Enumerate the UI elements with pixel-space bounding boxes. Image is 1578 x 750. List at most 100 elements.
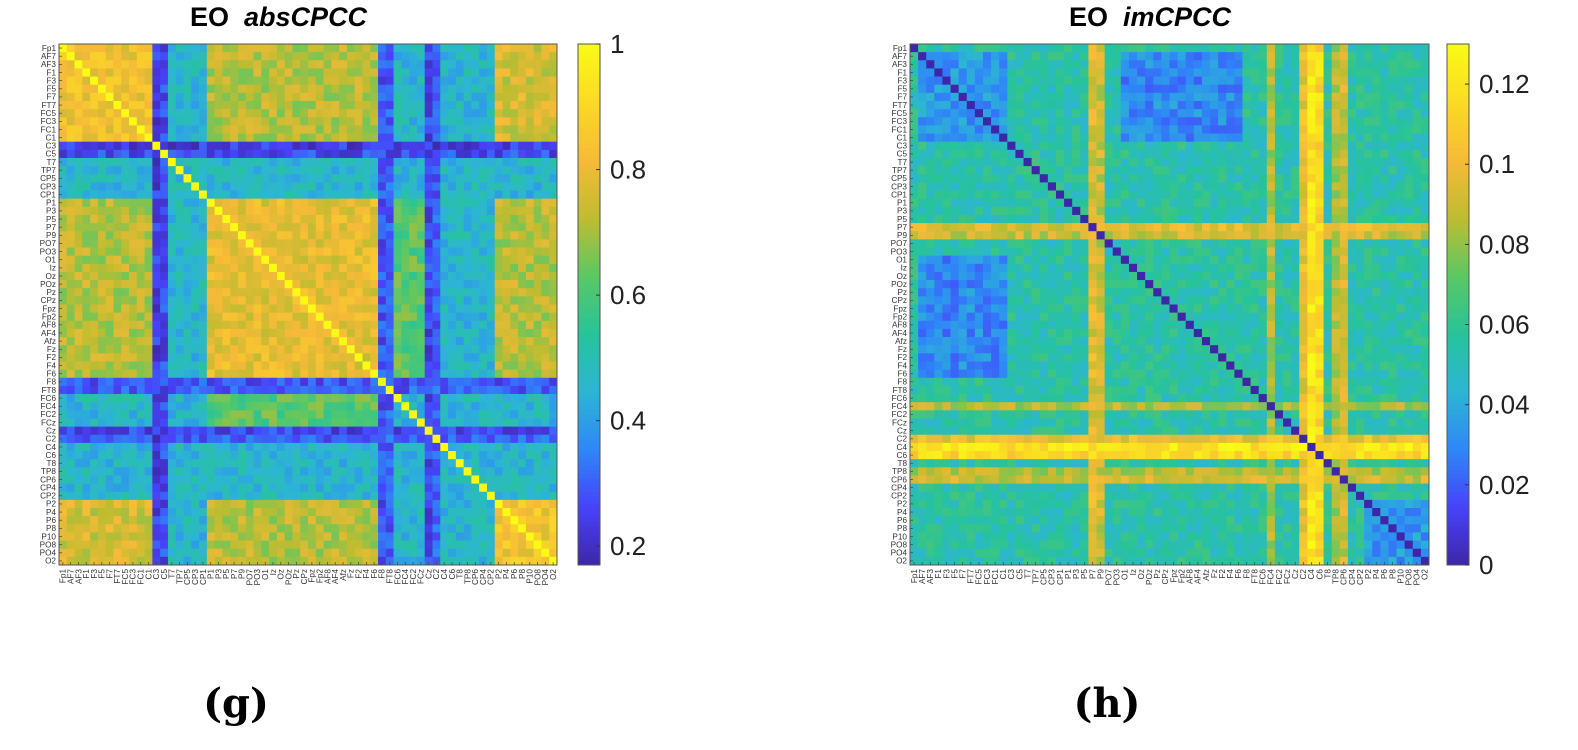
heatmap-cell	[518, 117, 527, 126]
heatmap-cell	[432, 410, 441, 419]
heatmap-cell	[129, 190, 138, 200]
heatmap-cell	[1064, 68, 1073, 77]
heatmap-cell	[518, 288, 527, 297]
heatmap-cell	[494, 499, 503, 509]
heatmap-cell	[183, 149, 192, 159]
y-tick-label: P8	[46, 524, 56, 533]
heatmap-cell	[167, 263, 177, 273]
heatmap-cell	[292, 141, 301, 151]
heatmap-cell	[175, 337, 184, 346]
heatmap-cell	[74, 548, 83, 558]
heatmap-cell	[549, 524, 558, 533]
heatmap-cell	[1169, 68, 1178, 77]
heatmap-cell	[222, 100, 231, 110]
heatmap-cell	[486, 337, 496, 346]
heatmap-cell	[339, 223, 348, 232]
colorbar-segment	[578, 534, 600, 540]
heatmap-cell	[97, 52, 107, 61]
heatmap-cell	[354, 100, 363, 110]
y-tick-labels: Fp1AF7AF3F1F3F5F7FT7FC5FC3FC1C1C3C5T7TP7…	[40, 44, 62, 566]
heatmap-cell	[315, 141, 324, 151]
heatmap-cell	[494, 548, 503, 558]
heatmap-cell	[129, 328, 138, 338]
heatmap-cell	[66, 394, 75, 403]
heatmap-cell	[90, 394, 99, 403]
x-tick-label: AF8	[323, 569, 332, 584]
colorbar-segment	[578, 421, 600, 427]
heatmap-cell	[59, 263, 68, 273]
heatmap-cell	[362, 491, 371, 501]
heatmap-cell	[448, 271, 457, 281]
heatmap-cell	[479, 206, 488, 216]
x-tick-labels: Fp1AF7AF3F1F3F5F7FT7FC5FC3FC1C1C3C5T7TP7…	[59, 562, 558, 585]
heatmap-cell	[276, 109, 286, 118]
heatmap-cell	[175, 288, 184, 297]
heatmap-cell	[191, 320, 200, 330]
heatmap-cell	[160, 451, 169, 460]
heatmap-cell	[918, 44, 927, 53]
heatmap-cell	[525, 508, 535, 517]
heatmap-cell	[1120, 84, 1130, 94]
heatmap-cell	[525, 320, 535, 330]
heatmap-cell	[300, 206, 309, 216]
heatmap-cell	[463, 100, 472, 110]
heatmap-cell	[269, 198, 278, 208]
heatmap-cell	[253, 100, 262, 110]
heatmap-cell	[494, 434, 503, 444]
heatmap-cell	[393, 402, 402, 411]
heatmap-cell	[455, 44, 464, 53]
heatmap-cell	[479, 190, 488, 200]
heatmap-cell	[230, 44, 239, 53]
heatmap-cell	[183, 141, 192, 151]
heatmap-cell	[323, 369, 332, 379]
heatmap-cell	[82, 320, 91, 330]
heatmap-cell	[409, 442, 418, 452]
heatmap-cell	[409, 174, 418, 183]
heatmap-cell	[222, 68, 231, 77]
heatmap-cell	[1380, 52, 1389, 61]
heatmap-cell	[518, 524, 527, 533]
heatmap-cell	[74, 524, 83, 533]
heatmap-cell	[308, 117, 317, 126]
heatmap-cell	[934, 100, 943, 110]
heatmap-cell	[510, 377, 519, 387]
heatmap-cell	[129, 76, 138, 86]
heatmap-cell	[97, 491, 107, 501]
heatmap-cell	[144, 149, 153, 159]
heatmap-cell	[323, 52, 332, 61]
heatmap-cell	[300, 174, 309, 183]
heatmap-cell	[59, 174, 68, 183]
heatmap-cell	[486, 418, 496, 427]
heatmap-cell	[292, 149, 301, 159]
heatmap-cell	[354, 361, 363, 370]
heatmap-cell	[1088, 44, 1097, 53]
heatmap-cell	[354, 157, 363, 167]
heatmap-cell	[1266, 92, 1276, 102]
heatmap-cell	[74, 516, 83, 525]
heatmap-cell	[401, 491, 410, 501]
colorbar-segment	[578, 560, 600, 566]
heatmap-cell	[486, 100, 496, 110]
heatmap-cell	[339, 304, 348, 313]
heatmap-cell	[230, 328, 239, 338]
heatmap-cell	[1112, 44, 1122, 53]
heatmap-cell	[463, 418, 472, 427]
heatmap-cell	[455, 125, 464, 134]
heatmap-cell	[385, 100, 394, 110]
heatmap-cell	[354, 190, 363, 200]
heatmap-cell	[1242, 84, 1251, 94]
heatmap-cell	[82, 214, 91, 224]
heatmap-cell	[448, 532, 457, 541]
heatmap-cell	[269, 263, 278, 273]
heatmap-cell	[214, 524, 223, 533]
y-tick-label: C1	[46, 133, 57, 142]
heatmap-cell	[1307, 68, 1316, 77]
heatmap-cell	[129, 109, 138, 118]
heatmap-cell	[152, 524, 161, 533]
heatmap-cell	[471, 328, 480, 338]
heatmap-cell	[199, 280, 208, 289]
heatmap-cell	[393, 508, 402, 517]
heatmap-cell	[455, 198, 464, 208]
heatmap-cell	[525, 426, 535, 436]
heatmap-cell	[206, 44, 215, 53]
